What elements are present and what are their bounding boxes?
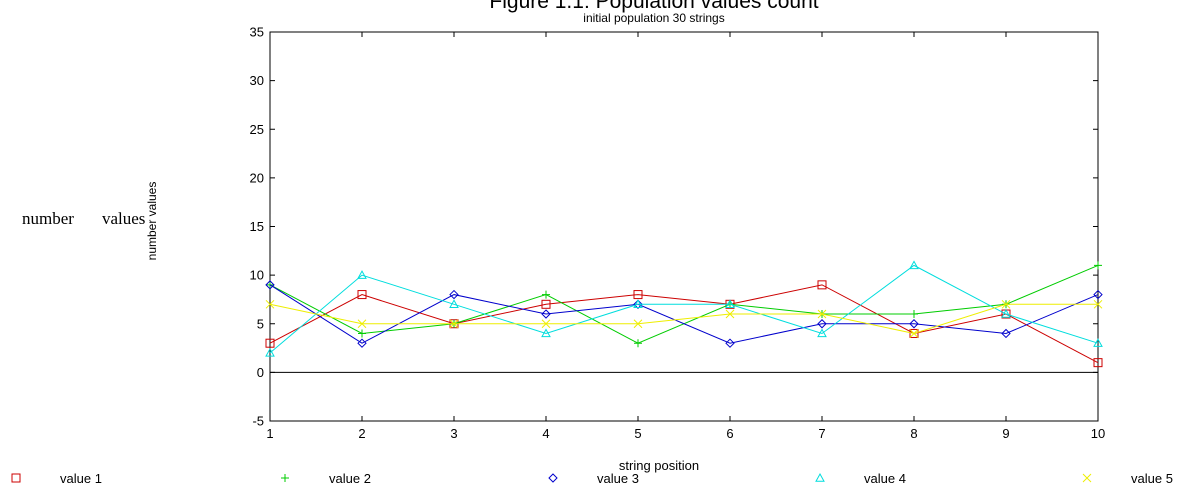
data-point-diamond	[633, 299, 643, 310]
data-point-cross	[909, 329, 919, 338]
data-point-triangle	[815, 472, 825, 482]
y-tick-label: 15	[250, 219, 264, 234]
data-point-square	[1093, 358, 1103, 368]
legend-item-5: value 5	[1082, 471, 1173, 486]
x-tick-label: 8	[910, 426, 917, 441]
legend-item-1: value 1	[11, 471, 102, 486]
series-3	[265, 280, 1103, 348]
data-point-cross	[1001, 299, 1011, 309]
data-point-square	[909, 328, 919, 338]
x-tick-label: 7	[818, 426, 825, 441]
y-axis-label: number values	[145, 182, 159, 261]
y-tick-label: 0	[257, 365, 264, 380]
x-axis-label: string position	[619, 458, 699, 473]
chart-title: Figure 1.1: Population values count	[489, 0, 818, 13]
y-tick-label: -5	[252, 414, 264, 429]
chart-subtitle: initial population 30 strings	[583, 11, 724, 25]
data-point-diamond	[548, 473, 558, 483]
data-point-cross	[817, 309, 827, 319]
data-point-diamond	[449, 289, 459, 300]
x-tick-label: 3	[450, 426, 457, 441]
legend-item-2: value 2	[281, 471, 371, 486]
legend-item-3: value 3	[548, 471, 639, 486]
data-point-cross	[1082, 473, 1092, 483]
legend-label: value 2	[329, 471, 371, 486]
data-point-triangle	[541, 328, 551, 338]
data-point-plus	[542, 290, 550, 299]
legend-label: value 4	[864, 471, 906, 486]
x-tick-label: 4	[542, 426, 549, 441]
y-axis-ticks: -5 0 5 10 15 20 25 30 35	[250, 25, 1098, 429]
data-point-triangle	[357, 270, 367, 279]
data-point-triangle	[1001, 308, 1011, 318]
series-4	[265, 260, 1103, 357]
data-point-plus	[358, 329, 366, 338]
data-point-cross	[725, 309, 735, 319]
data-point-diamond	[541, 309, 551, 319]
data-point-cross	[449, 319, 459, 329]
data-point-square	[541, 299, 551, 309]
data-point-cross	[1093, 299, 1103, 309]
data-point-plus	[281, 474, 289, 482]
data-point-square	[265, 338, 275, 348]
data-point-cross	[541, 319, 551, 329]
data-point-square	[357, 290, 367, 300]
data-point-square	[11, 473, 21, 483]
x-tick-label: 10	[1091, 426, 1105, 441]
data-point-plus	[634, 339, 642, 348]
plot-area-frame	[269, 31, 1099, 422]
y-tick-label: 30	[250, 73, 264, 88]
x-tick-label: 1	[266, 426, 273, 441]
x-axis-ticks: 1 2 3 4 5 6 7 8 9 10	[266, 32, 1105, 441]
data-point-triangle	[817, 328, 827, 338]
series-line-3	[269, 284, 1099, 344]
data-point-diamond	[817, 319, 827, 329]
data-point-cross	[265, 299, 275, 309]
data-point-triangle	[725, 299, 735, 308]
stray-label-word-values: values	[101, 209, 146, 228]
data-point-diamond	[265, 280, 275, 290]
data-point-triangle	[265, 347, 275, 357]
stray-axis-label: number values	[22, 209, 145, 229]
legend-label: value 1	[60, 471, 102, 486]
x-tick-label: 5	[634, 426, 641, 441]
x-tick-label: 9	[1002, 426, 1009, 441]
series-line-5	[269, 303, 1098, 334]
series-line-4	[269, 264, 1099, 354]
data-point-diamond	[909, 319, 919, 329]
legend-label: value 5	[1131, 471, 1173, 486]
data-point-plus	[910, 310, 918, 319]
series-5	[265, 299, 1103, 338]
series-layer	[265, 260, 1103, 368]
data-point-triangle	[449, 299, 459, 308]
data-point-triangle	[909, 260, 919, 270]
x-tick-label: 2	[358, 426, 365, 441]
data-point-cross	[633, 319, 643, 329]
data-point-diamond	[725, 338, 735, 348]
y-tick-label: 10	[250, 268, 264, 283]
stray-label-word-number: number	[22, 209, 74, 228]
series-line-1	[269, 284, 1099, 364]
x-tick-label: 6	[726, 426, 733, 441]
legend: value 1 value 2 value 3 value 4 value 5	[11, 471, 1173, 486]
y-tick-label: 25	[250, 122, 264, 137]
data-point-diamond	[1093, 289, 1103, 300]
data-point-triangle	[1093, 338, 1103, 347]
data-point-diamond	[1001, 328, 1011, 339]
legend-item-4: value 4	[815, 471, 906, 486]
y-tick-label: 35	[250, 25, 264, 40]
y-tick-label: 5	[257, 316, 264, 331]
legend-label: value 3	[597, 471, 639, 486]
data-point-square	[817, 280, 827, 290]
data-point-plus	[1094, 261, 1102, 270]
data-point-cross	[357, 319, 367, 329]
y-tick-label: 20	[250, 170, 264, 185]
data-point-diamond	[357, 338, 367, 348]
data-point-triangle	[633, 299, 643, 308]
data-point-square	[633, 290, 643, 300]
